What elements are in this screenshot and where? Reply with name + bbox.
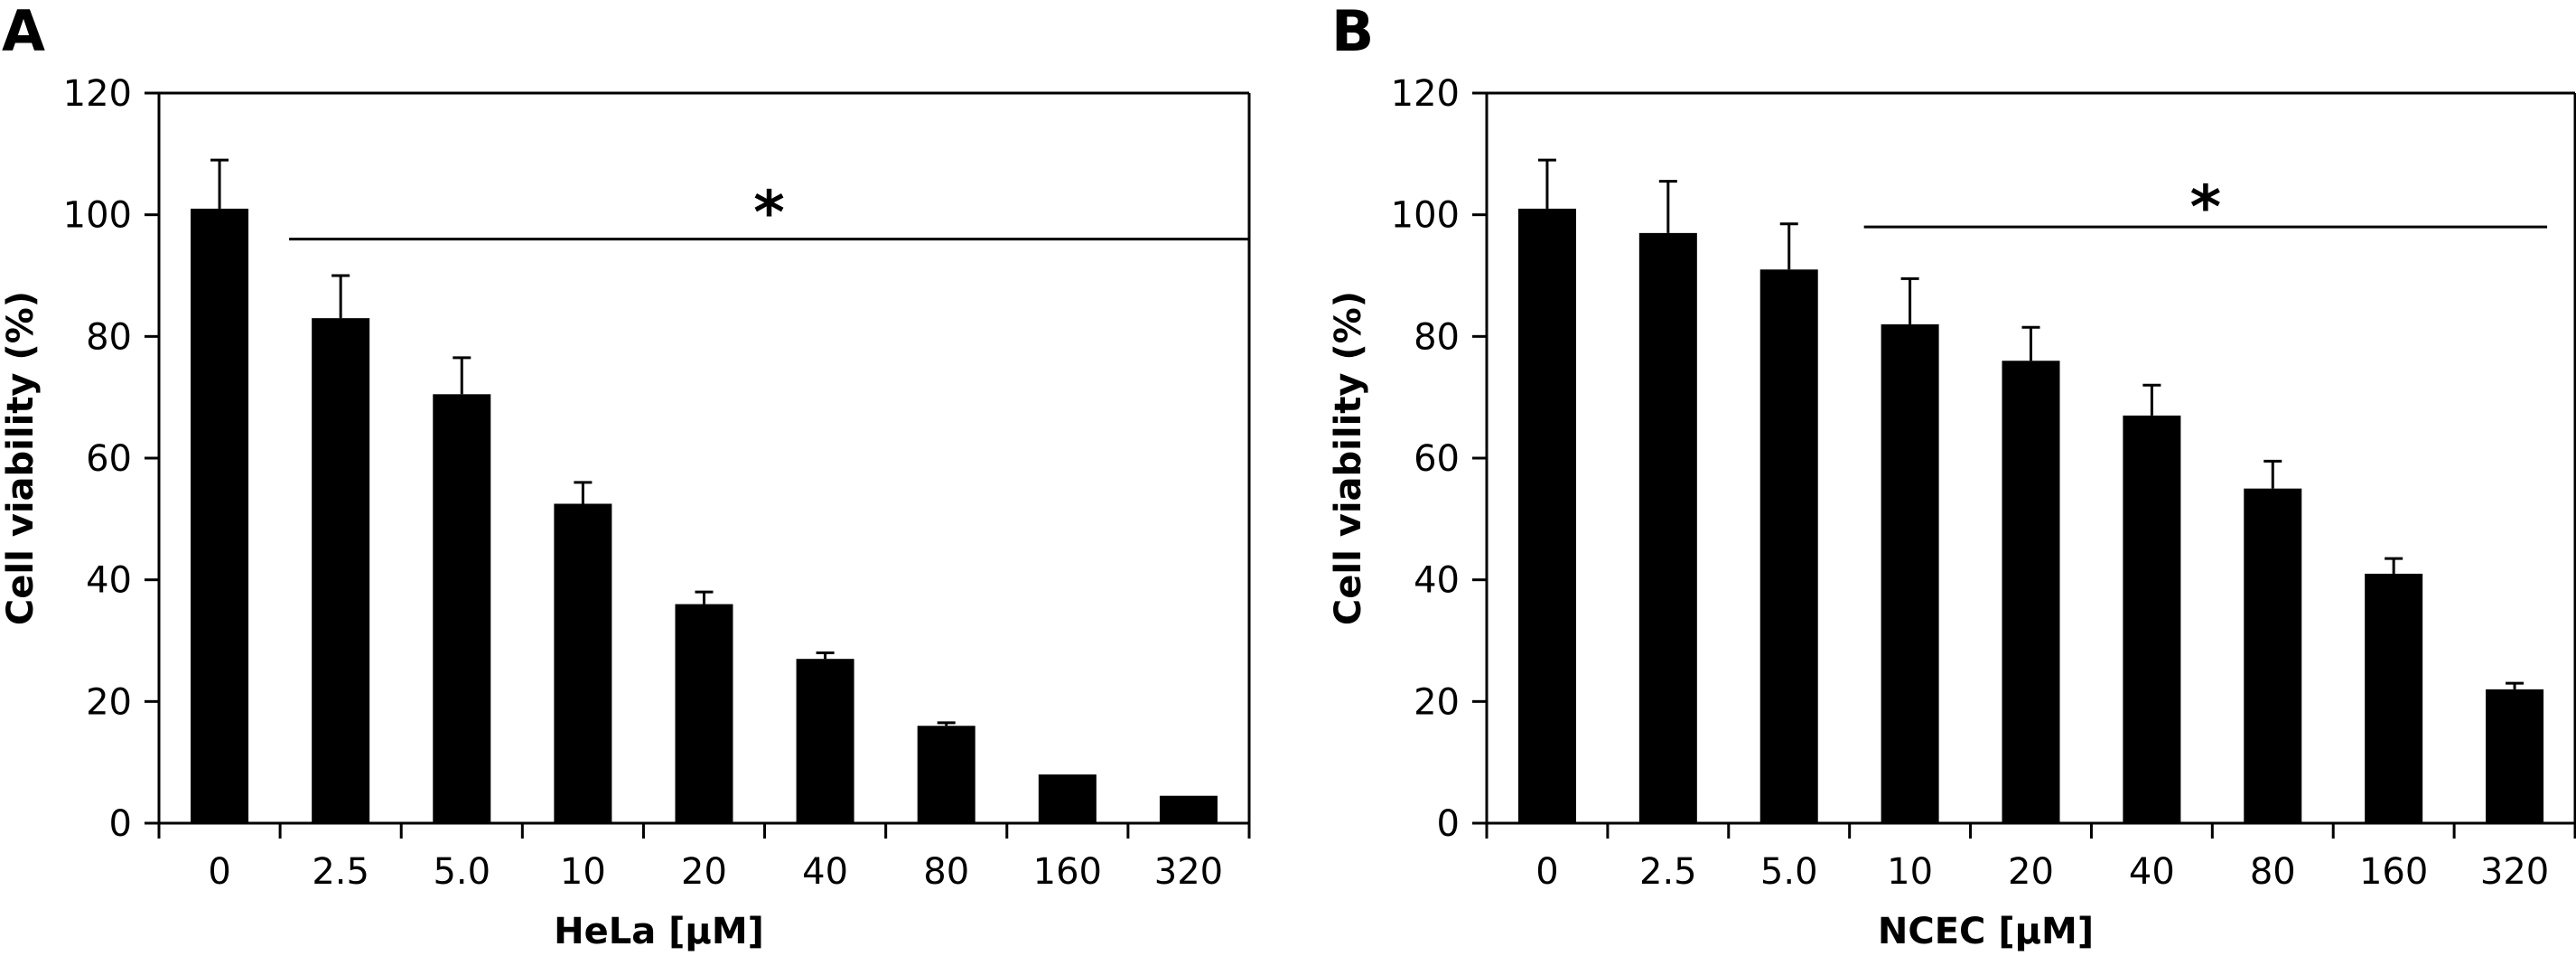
y-tick-label: 20 bbox=[86, 681, 132, 723]
x-tick-label: 20 bbox=[681, 851, 727, 893]
x-tick-label: 0 bbox=[208, 851, 230, 893]
y-tick-label: 20 bbox=[1414, 681, 1460, 723]
x-tick-label: 2.5 bbox=[1639, 851, 1697, 893]
significance-star: * bbox=[753, 178, 785, 248]
x-tick-label: 5.0 bbox=[1760, 851, 1818, 893]
x-tick-label: 40 bbox=[802, 851, 848, 893]
x-tick-label: 5.0 bbox=[433, 851, 490, 893]
x-tick-label: 160 bbox=[1033, 851, 1102, 893]
chart-panel-b: B 0 20 40 60 80 100 120 0 2.5 5.0 10 20 40 80 160 320 * Ce… bbox=[1326, 0, 2576, 956]
y-tick-label: 100 bbox=[1391, 195, 1460, 237]
bar bbox=[2002, 361, 2060, 823]
bar bbox=[1638, 232, 1697, 823]
bar bbox=[1038, 774, 1097, 823]
x-tick-label: 320 bbox=[2480, 851, 2549, 893]
bar bbox=[2486, 689, 2544, 823]
y-tick-label: 40 bbox=[1414, 560, 1460, 602]
y-tick-label: 60 bbox=[1414, 438, 1460, 480]
x-tick-label: 160 bbox=[2359, 851, 2428, 893]
bar bbox=[312, 318, 370, 824]
x-tick-label: 20 bbox=[2008, 851, 2054, 893]
x-tick-label: 80 bbox=[2250, 851, 2296, 893]
x-tick-label: 80 bbox=[923, 851, 969, 893]
y-tick-label: 60 bbox=[86, 438, 132, 480]
bar bbox=[1159, 795, 1218, 823]
y-tick-label: 120 bbox=[63, 73, 132, 115]
x-tick-label: 320 bbox=[1154, 851, 1223, 893]
x-axis-title: HeLa [µM] bbox=[554, 911, 764, 952]
x-tick-label: 40 bbox=[2129, 851, 2175, 893]
x-axis-title: NCEC [µM] bbox=[1878, 911, 2094, 952]
bar bbox=[191, 208, 249, 823]
panel-label: A bbox=[2, 0, 45, 64]
chart-a-svg: A 0 20 40 60 80 100 120 0 2.5 5.0 10 20 40 80 160 320 * Ce… bbox=[0, 0, 1251, 952]
y-axis-title: Cell viability (%) bbox=[0, 291, 42, 625]
y-tick-label: 0 bbox=[109, 803, 132, 845]
panel-label: B bbox=[1331, 0, 1374, 64]
bar bbox=[554, 503, 612, 823]
x-tick-label: 2.5 bbox=[312, 851, 369, 893]
chart-panel-a: A 0 20 40 60 80 100 120 0 2.5 5.0 10 20 40 80 160 320 * Ce… bbox=[0, 0, 1251, 952]
bar bbox=[2244, 488, 2302, 823]
y-axis-title: Cell viability (%) bbox=[1328, 291, 1369, 625]
bar bbox=[2123, 415, 2181, 823]
bar bbox=[675, 604, 733, 823]
chart-b-svg: B 0 20 40 60 80 100 120 0 2.5 5.0 10 20 40 80 160 320 * Ce… bbox=[1328, 0, 2576, 952]
x-tick-label: 10 bbox=[1887, 851, 1933, 893]
bar bbox=[917, 726, 975, 823]
y-tick-label: 80 bbox=[86, 316, 132, 358]
significance-star: * bbox=[2190, 173, 2222, 242]
y-tick-label: 120 bbox=[1391, 73, 1460, 115]
y-tick-label: 40 bbox=[86, 560, 132, 602]
y-tick-label: 80 bbox=[1414, 316, 1460, 358]
bar bbox=[2365, 573, 2423, 823]
y-tick-label: 0 bbox=[1437, 803, 1460, 845]
bar bbox=[433, 394, 491, 823]
bar bbox=[1517, 208, 1576, 823]
bar bbox=[1881, 323, 1939, 823]
x-tick-label: 10 bbox=[560, 851, 606, 893]
y-tick-label: 100 bbox=[63, 195, 132, 237]
bar bbox=[796, 659, 854, 823]
bar bbox=[1759, 269, 1818, 823]
x-tick-label: 0 bbox=[1535, 851, 1558, 893]
